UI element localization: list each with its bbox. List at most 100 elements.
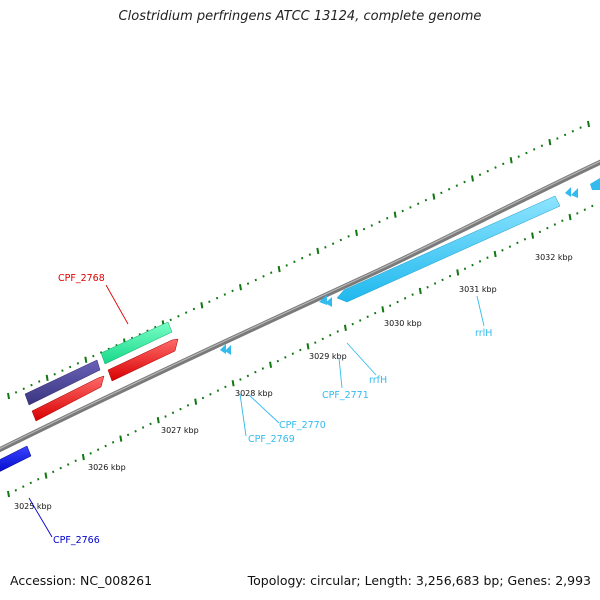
gene-label-rrlh: rrlH [475,328,492,339]
inner-ruler-minor-tick [209,393,212,396]
inner-ruler-ticks [7,204,594,498]
inner-ruler-minor-tick [441,278,444,282]
inner-ruler-minor-tick [171,411,175,415]
leader-rrlh [476,295,485,327]
outer-ruler-minor-tick [533,148,536,151]
outer-ruler-major-tick [587,120,590,128]
gene-label-cpf2768: CPF_2768 [58,273,105,284]
inner-ruler-minor-tick [486,256,489,259]
outer-ruler-minor-tick [417,202,420,206]
inner-ruler-minor-tick [104,444,107,448]
outer-ruler-minor-tick [177,314,180,318]
inner-ruler-minor-tick [388,304,392,307]
outer-ruler-minor-tick [556,137,559,140]
outer-ruler-minor-tick [440,191,443,195]
gene-feature-cpf2771 [319,295,327,305]
outer-ruler-minor-tick [401,209,404,213]
gene-label-cpf2766: CPF_2766 [53,535,100,546]
inner-ruler-major-tick [269,361,273,368]
outer-ruler-minor-tick [223,293,226,296]
outer-ruler-minor-tick [215,296,219,300]
outer-ruler-minor-tick [61,369,64,372]
outer-ruler-minor-tick [246,282,250,285]
inner-ruler-minor-tick [508,245,512,248]
inner-ruler-minor-tick [14,489,17,492]
outer-ruler-minor-tick [169,318,172,322]
inner-ruler-major-tick [194,398,198,405]
gene-labels: CPF_2768 CPF_2766 CPF_2769 CPF_2770 CPF_… [53,273,492,546]
gene-feature-rrfh [325,297,332,307]
outer-ruler-minor-tick [386,217,389,220]
inner-ruler-minor-tick [314,341,317,344]
inner-ruler-minor-tick [463,267,467,271]
inner-ruler-minor-tick [261,367,265,370]
outer-ruler-minor-tick [463,180,466,184]
inner-ruler-minor-tick [126,433,130,437]
outer-ruler-major-tick [471,175,474,182]
inner-ruler-minor-tick [67,463,70,466]
leader-cpf2766 [28,497,53,538]
inner-ruler-minor-tick [396,300,399,304]
outer-ruler-minor-tick [285,264,288,267]
outer-ruler-minor-tick [185,311,188,314]
inner-ruler-minor-tick [501,249,504,252]
inner-ruler-minor-tick [134,429,137,433]
outer-ruler-minor-tick [339,238,342,242]
outer-ruler-minor-tick [494,166,497,169]
gene-feature-cpf2769 [220,344,226,354]
inner-ruler-minor-tick [216,389,220,392]
outer-ruler-minor-tick [478,173,482,177]
inner-ruler-major-tick [568,213,572,221]
outer-ruler-major-tick [548,138,552,146]
outer-ruler-minor-tick [525,151,528,155]
inner-ruler-minor-tick [546,226,549,230]
inner-ruler-minor-tick [329,333,332,337]
outer-ruler-minor-tick [22,387,25,391]
inner-ruler-minor-tick [37,477,40,481]
inner-ruler-minor-tick [254,370,257,374]
outer-ruler-minor-tick [92,354,95,358]
outer-ruler-minor-tick [517,155,520,158]
outer-ruler-minor-tick [540,144,544,148]
outer-ruler-minor-tick [270,271,273,274]
tick-label-3031: 3031 kbp [459,285,497,294]
outer-ruler-major-tick [239,284,242,291]
outer-ruler-minor-tick [370,224,373,227]
outer-ruler-major-tick [432,193,436,200]
tick-label-3032: 3032 kbp [535,253,573,262]
inner-ruler-minor-tick [111,441,115,444]
inner-ruler-major-tick [381,306,385,313]
inner-ruler-minor-tick [471,263,474,267]
outer-ruler-minor-tick [331,242,335,245]
inner-ruler-major-tick [81,453,85,461]
outer-ruler-minor-tick [455,184,458,187]
inner-ruler-minor-tick [239,378,242,381]
inner-ruler-minor-tick [366,315,369,319]
inner-ruler-minor-tick [426,285,429,289]
outer-ruler-minor-tick [14,391,18,394]
inner-ruler-minor-tick [52,470,55,474]
outer-ruler-ticks [7,120,590,400]
tick-label-3026: 3026 kbp [88,463,126,472]
inner-ruler-major-tick [343,324,347,332]
map-title: Clostridium perfringens ATCC 13124, comp… [118,9,482,24]
outer-ruler-major-tick [316,247,320,255]
inner-ruler-minor-tick [246,374,250,378]
outer-ruler-major-tick [509,157,513,164]
inner-ruler-major-tick [119,435,123,442]
gene-label-cpf2769: CPF_2769 [248,434,295,445]
inner-ruler-minor-tick [299,348,302,352]
gene-feature-green [100,321,173,365]
inner-ruler-minor-tick [224,385,227,389]
inner-ruler-minor-tick [336,330,339,333]
inner-ruler-minor-tick [433,282,437,285]
leader-cpf2770 [248,394,280,424]
label-leaders [28,284,485,538]
outer-ruler-minor-tick [409,206,412,209]
inner-ruler-minor-tick [284,356,287,359]
inner-ruler-minor-tick [561,219,564,223]
inner-ruler-minor-tick [201,396,205,400]
genome-backbone-highlight [0,160,600,450]
genes [0,178,600,472]
